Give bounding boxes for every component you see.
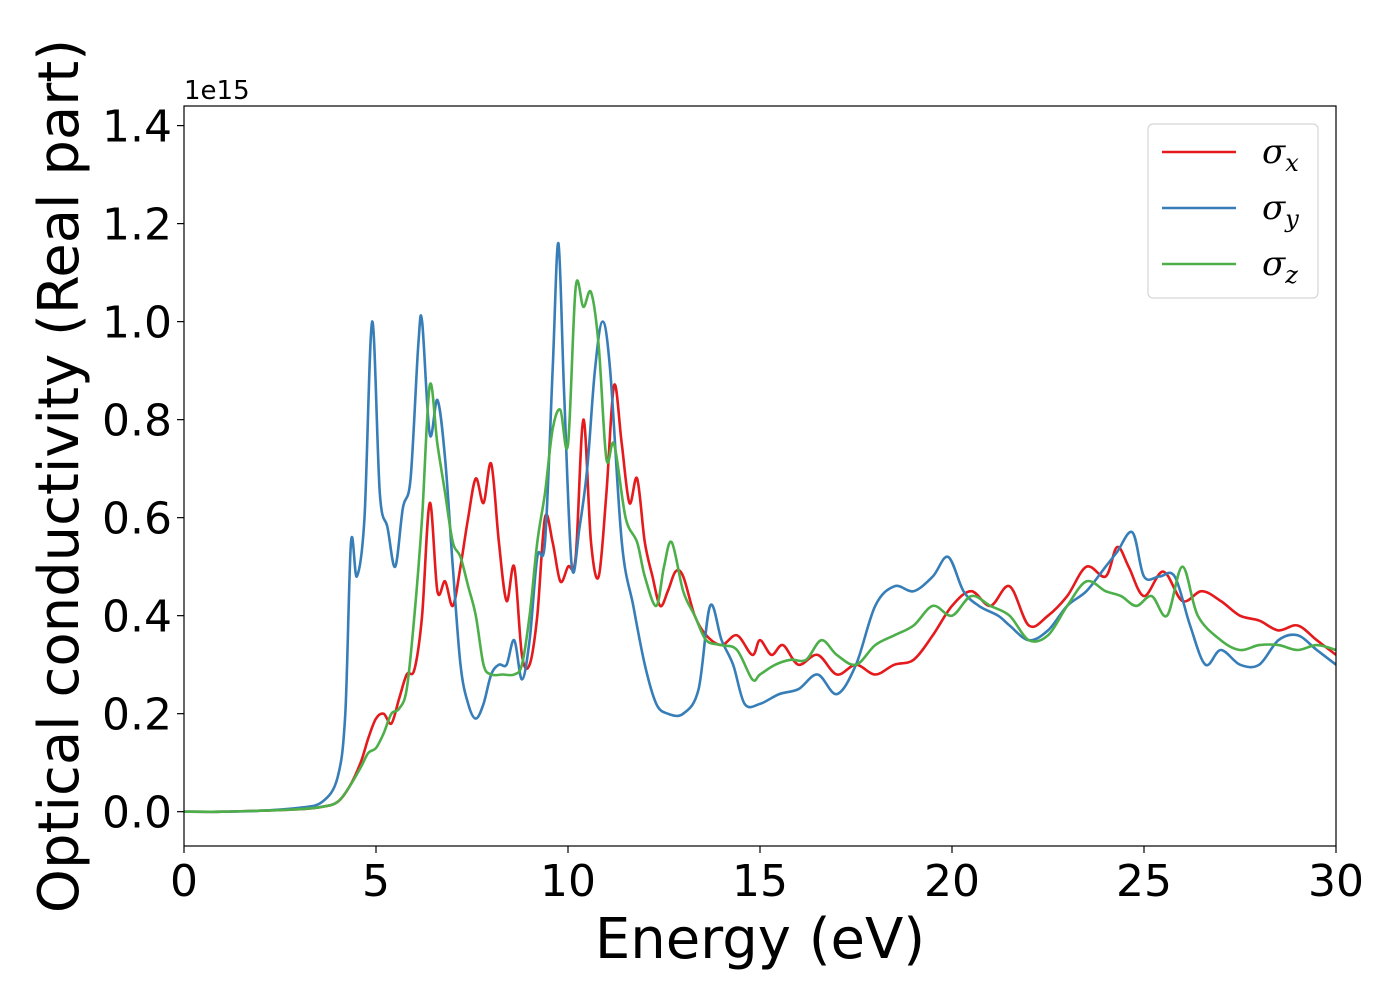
x-tick-label: 20: [924, 856, 980, 907]
x-axis-label: Energy (eV): [595, 907, 925, 972]
y-tick-label: 0.2: [102, 690, 172, 741]
y-tick-label: 0.8: [102, 396, 172, 447]
y-tick-label: 0.6: [102, 494, 172, 545]
plot-area: [184, 241, 1336, 814]
series-line-sigma-z: [184, 279, 1336, 814]
x-axis: 0 5 10 15 20 25 30: [170, 846, 1364, 907]
legend-box: [1147, 123, 1319, 299]
x-tick-label: 10: [540, 856, 596, 907]
x-tick-label: 30: [1308, 856, 1364, 907]
x-tick-label: 5: [362, 856, 390, 907]
y-tick-label: 0.4: [102, 592, 172, 643]
legend-subscript: x: [1285, 149, 1299, 177]
x-tick-label: 0: [170, 856, 198, 907]
y-tick-label: 1.0: [102, 298, 172, 349]
y-offset-label: 1e15: [184, 76, 250, 106]
y-tick-label: 1.2: [102, 200, 172, 251]
x-tick-label: 15: [732, 856, 788, 907]
legend-subscript: y: [1284, 205, 1299, 233]
legend-subscript: z: [1284, 261, 1298, 289]
y-tick-label: 1.4: [102, 102, 172, 153]
y-tick-label: 0.0: [102, 788, 172, 839]
x-tick-label: 25: [1116, 856, 1172, 907]
series-line-sigma-y: [184, 241, 1336, 814]
y-axis-label: Optical conductivity (Real part): [27, 39, 92, 913]
y-axis: 0.0 0.2 0.4 0.6 0.8 1.0 1.2 1.4: [102, 102, 184, 839]
series-layer: [184, 241, 1336, 814]
series-line-sigma-x: [184, 383, 1336, 814]
